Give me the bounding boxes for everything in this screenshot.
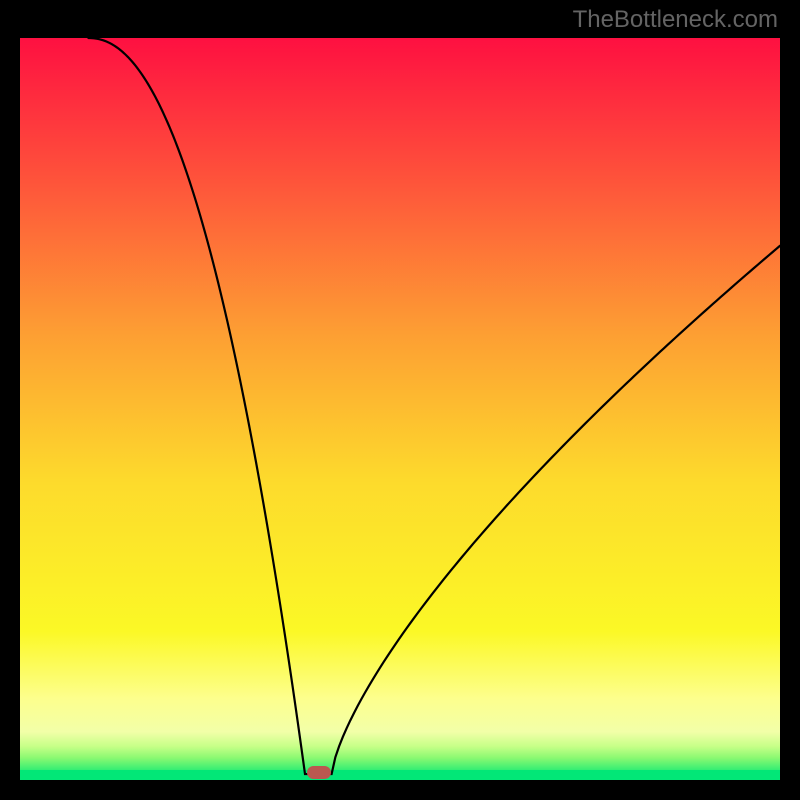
- watermark-text: TheBottleneck.com: [573, 6, 778, 34]
- bottleneck-curve: [20, 38, 780, 780]
- chart-frame: TheBottleneck.com: [0, 0, 800, 800]
- bottleneck-curve-path: [88, 38, 780, 774]
- plot-area: [20, 38, 780, 780]
- optimum-marker: [307, 766, 331, 779]
